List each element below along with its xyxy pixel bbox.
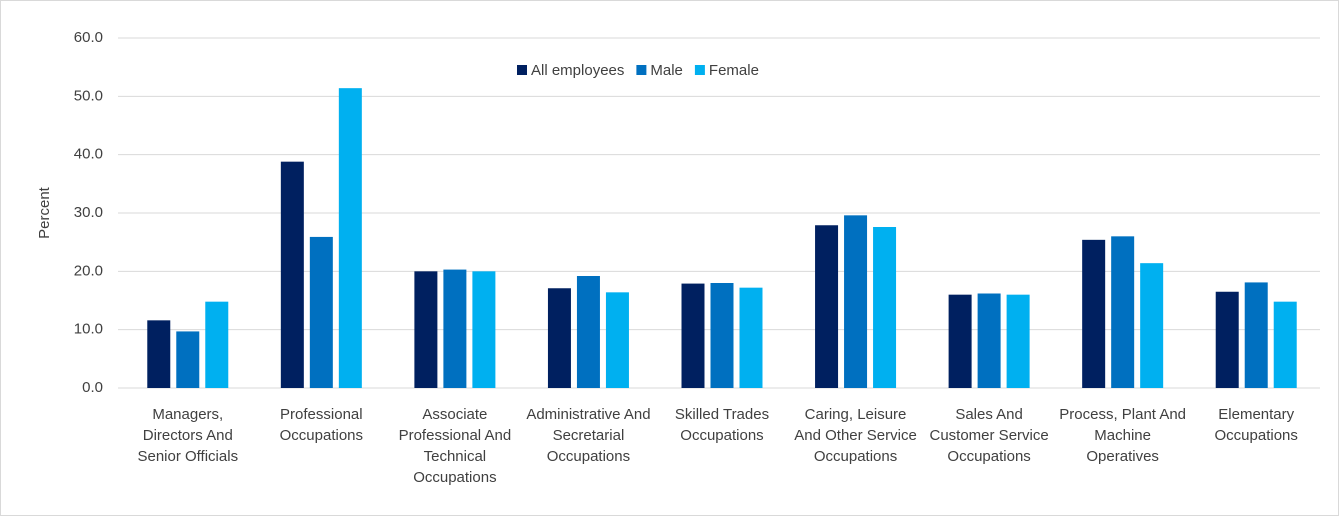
bar <box>681 283 705 388</box>
y-axis-label: Percent <box>36 186 53 239</box>
bar <box>309 236 333 388</box>
legend-swatch <box>694 65 705 75</box>
bar <box>873 227 897 388</box>
bar <box>547 288 571 388</box>
y-tick-label: 40.0 <box>74 146 103 163</box>
y-tick-label: 0.0 <box>82 379 103 396</box>
y-tick-label: 10.0 <box>74 321 103 338</box>
bar <box>414 271 438 388</box>
bar <box>739 287 763 388</box>
bar <box>1244 282 1268 388</box>
legend-label: Female <box>709 62 759 79</box>
y-tick-label: 20.0 <box>74 262 103 279</box>
bar <box>338 88 362 389</box>
bar <box>1082 239 1106 388</box>
x-tick-label: Process, Plant And Machine Operatives <box>1059 406 1187 465</box>
bar <box>1215 291 1239 388</box>
x-tick-label: Administrative And Secretarial Occupatio… <box>526 406 651 465</box>
legend-label: Male <box>650 62 683 79</box>
bar <box>443 269 467 388</box>
bar <box>176 331 200 388</box>
x-tick-label: Skilled Trades Occupations <box>674 406 770 444</box>
y-tick-label: 60.0 <box>74 29 103 46</box>
bar <box>576 276 600 388</box>
bar <box>205 301 229 388</box>
bar <box>1006 294 1030 388</box>
bar <box>472 271 496 388</box>
bar <box>815 225 839 388</box>
bar <box>1111 236 1135 388</box>
legend-swatch <box>517 65 527 75</box>
bar <box>280 161 304 388</box>
x-tick-label: Associate Professional And Technical Occ… <box>398 406 512 486</box>
x-tick-label: Sales And Customer Service Occupations <box>929 406 1049 465</box>
x-tick-label: Professional Occupations <box>279 406 364 444</box>
bar <box>147 320 171 388</box>
legend-label: All employees <box>531 62 624 79</box>
x-tick-label: Elementary Occupations <box>1214 406 1298 444</box>
bar <box>710 283 734 388</box>
legend-swatch <box>636 65 647 75</box>
y-tick-label: 30.0 <box>74 204 103 221</box>
bar <box>948 294 972 388</box>
x-tick-label: Caring, Leisure And Other Service Occupa… <box>794 406 917 465</box>
bar <box>977 293 1001 388</box>
y-tick-label: 50.0 <box>74 87 103 104</box>
bar <box>844 215 868 388</box>
bar <box>605 292 629 388</box>
bar <box>1140 263 1164 388</box>
x-tick-label: Managers, Directors And Senior Officials <box>137 406 239 465</box>
bar <box>1273 301 1297 388</box>
